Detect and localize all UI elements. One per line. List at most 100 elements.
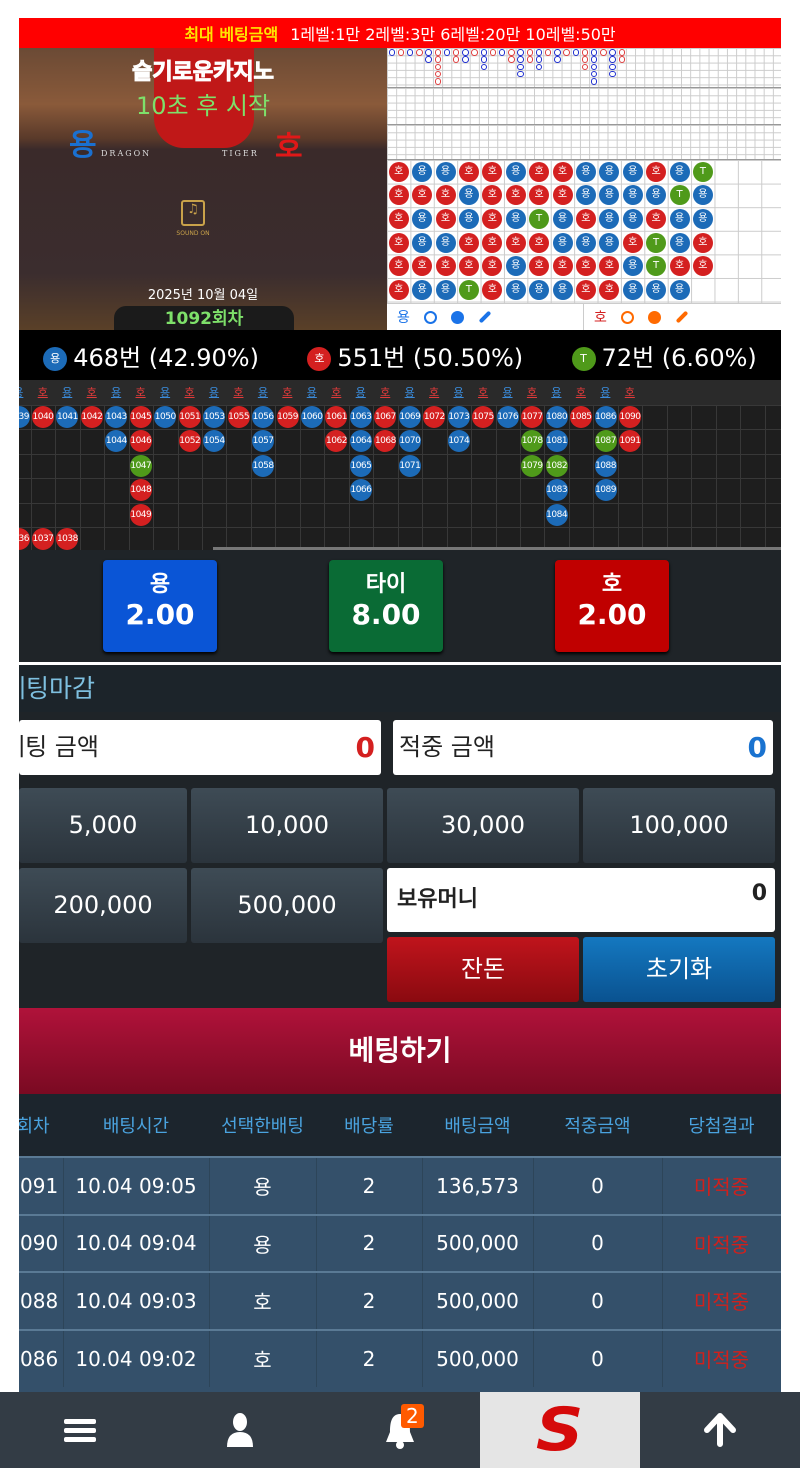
history-result: 1061 (325, 406, 348, 428)
big-road-mark (554, 49, 561, 56)
bead-tiger: 호 (529, 185, 550, 206)
history-result: 1058 (252, 454, 275, 477)
bet-amount-label: 베팅 금액 (19, 733, 99, 761)
chip-500000-button[interactable]: 500,000 (191, 868, 383, 943)
history-column-header: 호 (282, 386, 293, 399)
bead-dragon: 용 (622, 185, 643, 206)
sound-on-icon[interactable]: ♫ (181, 200, 205, 226)
bead-dragon: 용 (646, 185, 667, 206)
bead-tiger: 호 (575, 209, 596, 229)
big-road-mark (489, 49, 497, 56)
big-road-mark (517, 70, 524, 78)
column-header: 선택한배팅 (209, 1094, 316, 1157)
history-result: 1077 (521, 406, 544, 428)
history-scrollbar[interactable] (213, 547, 781, 550)
balance-label: 보유머니 (397, 887, 478, 912)
history-result: 1085 (570, 406, 593, 428)
site-logo[interactable]: S (480, 1392, 640, 1468)
table-cell: 미적중 (662, 1328, 781, 1387)
reset-button[interactable]: 초기화 (583, 937, 775, 1002)
bead-tie: T (669, 185, 690, 206)
bead-dragon: 용 (435, 279, 456, 300)
change-button[interactable]: 잔돈 (387, 937, 579, 1002)
history-result: 1082 (545, 454, 568, 477)
bead-tiger: 호 (552, 185, 573, 206)
betting-status-text: 베팅마감 (19, 674, 96, 703)
bottom-nav: 2 S (0, 1392, 800, 1468)
stat-tiger-text: 551번 (50.50%) (337, 343, 524, 372)
tiger-mark: 호 (275, 130, 303, 165)
chip-10000-button[interactable]: 10,000 (191, 788, 383, 863)
place-bet-button[interactable]: 베팅하기 (19, 1008, 781, 1094)
history-result: 1088 (594, 454, 617, 477)
table-cell: 용 (209, 1213, 317, 1272)
odds-value: 2.00 (125, 598, 195, 631)
profile-button[interactable] (160, 1392, 320, 1468)
history-result: 1072 (423, 406, 446, 428)
history-result: 1039 (19, 406, 30, 428)
round-history[interactable]: 용1039호1040용1041호1042용10431044호1045104610… (19, 380, 781, 550)
table-cell: 호 (209, 1271, 317, 1330)
bead-tiger: 호 (622, 232, 643, 253)
big-road-mark (425, 49, 432, 56)
bead-tiger: 호 (482, 279, 503, 300)
tiger-label: TIGER (222, 149, 259, 158)
chip-100000-button[interactable]: 100,000 (583, 788, 775, 863)
tiger-icon: 호 (307, 346, 332, 371)
bead-dragon: 용 (552, 279, 573, 300)
bead-tiger: 호 (552, 161, 573, 182)
bead-tie: T (692, 161, 713, 182)
table-cell: 0 (533, 1328, 663, 1387)
history-result: 1086 (594, 406, 617, 428)
history-result: 1070 (398, 430, 421, 453)
history-result: 1052 (178, 430, 201, 453)
chip-5000-button[interactable]: 5,000 (19, 788, 187, 863)
odds-value: 2.00 (577, 598, 647, 631)
bead-dragon: 용 (458, 209, 479, 229)
scroll-top-button[interactable] (640, 1392, 800, 1468)
big-road-mark (563, 49, 570, 56)
bead-tie: T (529, 209, 550, 229)
chip-30000-button[interactable]: 30,000 (387, 788, 579, 863)
big-road-mark (434, 49, 441, 56)
bead-dragon: 용 (692, 209, 713, 229)
bet-tiger-button[interactable]: 호 2.00 (555, 560, 669, 652)
history-result: 1090 (619, 406, 641, 428)
bet-dragon-button[interactable]: 용 2.00 (103, 560, 217, 652)
bead-tie: T (646, 232, 667, 253)
bead-tiger: 호 (692, 256, 713, 277)
big-road-mark (535, 49, 543, 56)
table-cell: 136,573 (422, 1156, 534, 1215)
history-result: 1083 (545, 479, 568, 502)
history-column-header: 호 (575, 386, 586, 399)
balance-field: 보유머니 0 (387, 868, 775, 932)
big-road-mark (535, 63, 543, 71)
big-road-mark (581, 49, 589, 56)
history-column-header: 호 (86, 386, 97, 399)
banner-title: 최대 베팅금액 (184, 25, 279, 44)
hollow-circle-icon (423, 310, 437, 324)
bead-dragon: 용 (599, 232, 620, 253)
dragon-icon: 용 (43, 346, 68, 371)
notifications-button[interactable]: 2 (320, 1392, 480, 1468)
big-road-mark (452, 49, 460, 56)
big-road-mark (388, 49, 395, 56)
big-road-mark (517, 49, 524, 56)
bead-tiger: 호 (529, 256, 550, 277)
stat-tiger: 호 551번 (50.50%) (307, 338, 523, 373)
bead-dragon: 용 (622, 209, 643, 229)
road-legend: 용 호 (387, 303, 781, 331)
live-video[interactable]: 슬기로운카지노 10초 후 시작 용 호 DRAGON TIGER ♫ SOUN… (19, 48, 387, 330)
menu-button[interactable] (0, 1392, 160, 1468)
table-cell: 1088 (19, 1271, 64, 1330)
bead-tiger: 호 (388, 256, 409, 277)
bead-tiger: 호 (388, 161, 409, 182)
bet-tie-button[interactable]: 타이 8.00 (329, 560, 443, 652)
history-column-header: 용 (551, 386, 562, 399)
history-result: 1051 (178, 406, 201, 428)
bead-tiger: 호 (482, 232, 503, 253)
bead-tiger: 호 (458, 232, 479, 253)
big-road-mark (397, 49, 405, 56)
chip-200000-button[interactable]: 200,000 (19, 868, 187, 943)
bead-dragon: 용 (575, 161, 596, 182)
